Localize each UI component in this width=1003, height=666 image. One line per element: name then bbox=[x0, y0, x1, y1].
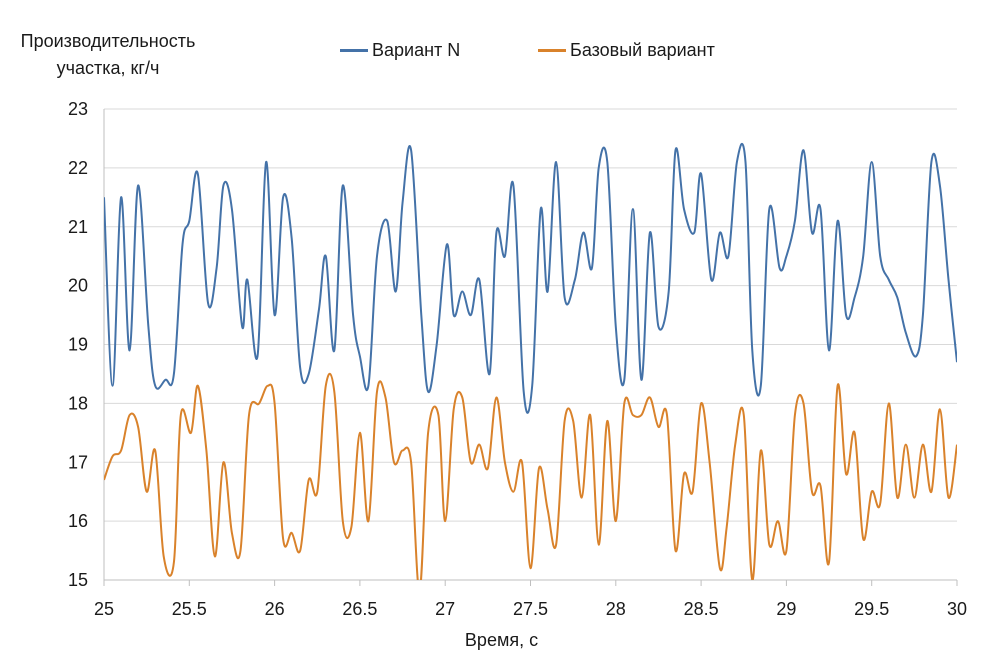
series-lines bbox=[104, 143, 957, 580]
x-tick-label: 27.5 bbox=[513, 599, 548, 619]
x-tick-label: 25 bbox=[94, 599, 114, 619]
y-tick-label: 17 bbox=[68, 452, 88, 472]
series-line-base-variant bbox=[104, 372, 957, 580]
legend-swatch-variant-n bbox=[340, 49, 368, 52]
x-tick-label: 26 bbox=[265, 599, 285, 619]
y-tick-label: 21 bbox=[68, 217, 88, 237]
y-tick-labels: 15 16 17 18 19 20 21 22 23 bbox=[68, 99, 88, 590]
legend-swatch-base-variant bbox=[538, 49, 566, 52]
x-tick-label: 29.5 bbox=[854, 599, 889, 619]
axes bbox=[103, 109, 958, 586]
y-axis-label: Производительность участка, кг/ч bbox=[0, 28, 216, 82]
x-axis-label: Время, с bbox=[464, 630, 539, 650]
y-tick-label: 15 bbox=[68, 570, 88, 590]
x-tick-labels: 25 25.5 26 26.5 27 27.5 28 28.5 29 29.5 30 bbox=[94, 599, 967, 619]
x-tick-label: 28 bbox=[606, 599, 626, 619]
y-axis-label-line-2: участка, кг/ч bbox=[56, 58, 160, 78]
x-tick-label: 25.5 bbox=[172, 599, 207, 619]
legend-label-variant-n: Вариант N bbox=[372, 40, 461, 60]
y-axis-label-line-1: Производительность bbox=[20, 31, 196, 51]
legend-item-base-variant: Базовый вариант bbox=[538, 40, 715, 61]
series-line-variant-n bbox=[104, 143, 957, 414]
x-tick-label: 30 bbox=[947, 599, 967, 619]
legend-item-variant-n: Вариант N bbox=[340, 40, 460, 61]
legend-label-base-variant: Базовый вариант bbox=[570, 40, 715, 60]
x-tick-label: 28.5 bbox=[684, 599, 719, 619]
y-tick-label: 20 bbox=[68, 276, 88, 296]
y-tick-label: 16 bbox=[68, 511, 88, 531]
x-tick-label: 27 bbox=[435, 599, 455, 619]
y-tick-label: 22 bbox=[68, 158, 88, 178]
y-tick-label: 23 bbox=[68, 99, 88, 119]
y-tick-label: 18 bbox=[68, 393, 88, 413]
y-tick-label: 19 bbox=[68, 335, 88, 355]
gridlines bbox=[104, 108, 957, 581]
x-tick-label: 26.5 bbox=[342, 599, 377, 619]
x-tick-label: 29 bbox=[776, 599, 796, 619]
